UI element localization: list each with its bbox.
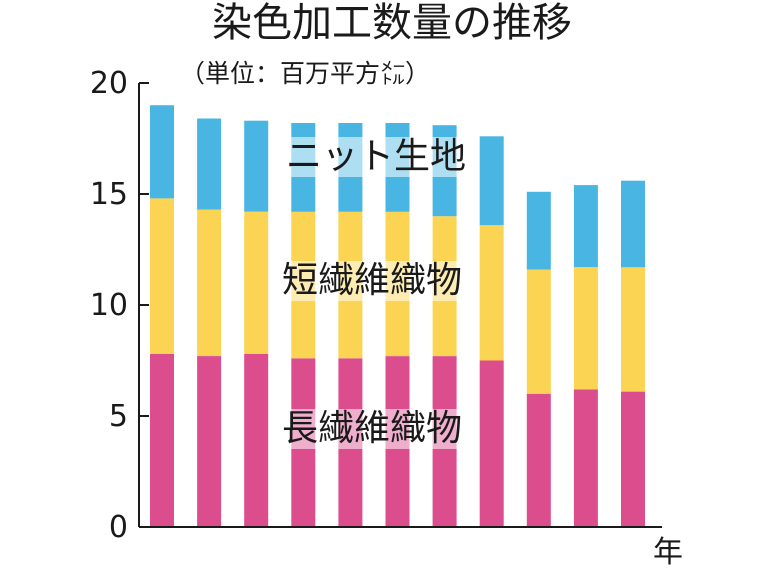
bar-segment-長繊維織物-12 bbox=[150, 353, 174, 527]
plot-area: 長繊維織物 短繊維織物 ニット生地 0 5 10 15 20 年 bbox=[90, 66, 683, 570]
series-label: 短繊維織物 bbox=[282, 260, 462, 301]
bar-segment-短繊維織物-14 bbox=[244, 211, 269, 354]
x-axis-year-suffix: 年 bbox=[653, 535, 683, 570]
bar-segment-長繊維織物-19 bbox=[479, 360, 504, 527]
bar-segment-長繊維織物-13 bbox=[197, 356, 222, 527]
y-tick-label: 20 bbox=[90, 66, 128, 101]
bar-segment-ニット生地-14 bbox=[244, 120, 269, 212]
series-label: 長繊維織物 bbox=[282, 408, 462, 449]
series-label-backdrop-長繊維織物 bbox=[286, 409, 458, 449]
chart-title: 染色加工数量の推移 bbox=[212, 0, 572, 46]
unit-label: （単位：百万平方㍍） bbox=[180, 59, 430, 88]
bar-segment-短繊維織物-21 bbox=[573, 267, 598, 390]
bar-segment-長繊維織物-14 bbox=[244, 353, 269, 527]
series-label: ニット生地 bbox=[286, 136, 466, 177]
bar-segment-ニット生地-12 bbox=[150, 105, 174, 199]
bar-segment-短繊維織物-20 bbox=[526, 269, 551, 394]
bar-segment-長繊維織物-21 bbox=[573, 389, 598, 527]
y-tick-label: 10 bbox=[90, 288, 128, 323]
bar-segment-ニット生地-19 bbox=[479, 136, 504, 226]
y-tick-label: 5 bbox=[109, 399, 128, 434]
bar-segment-短繊維織物-19 bbox=[479, 225, 504, 361]
bar-segment-ニット生地-22 bbox=[621, 180, 645, 268]
bar-segment-ニット生地-20 bbox=[526, 191, 551, 270]
bar-segment-長繊維織物-20 bbox=[526, 393, 551, 527]
bar-segment-短繊維織物-22 bbox=[621, 267, 645, 392]
series-label-backdrop-ニット生地 bbox=[286, 137, 466, 177]
y-tick-label: 15 bbox=[90, 177, 128, 212]
y-tick-label: 0 bbox=[109, 510, 128, 545]
bar-segment-長繊維織物-22 bbox=[621, 391, 645, 527]
bar-segment-ニット生地-21 bbox=[573, 185, 598, 268]
bar-segment-短繊維織物-12 bbox=[150, 198, 174, 354]
series-label-backdrop-短繊維織物 bbox=[286, 261, 458, 301]
bar-segment-ニット生地-13 bbox=[197, 118, 222, 210]
bar-segment-短繊維織物-13 bbox=[197, 209, 222, 356]
